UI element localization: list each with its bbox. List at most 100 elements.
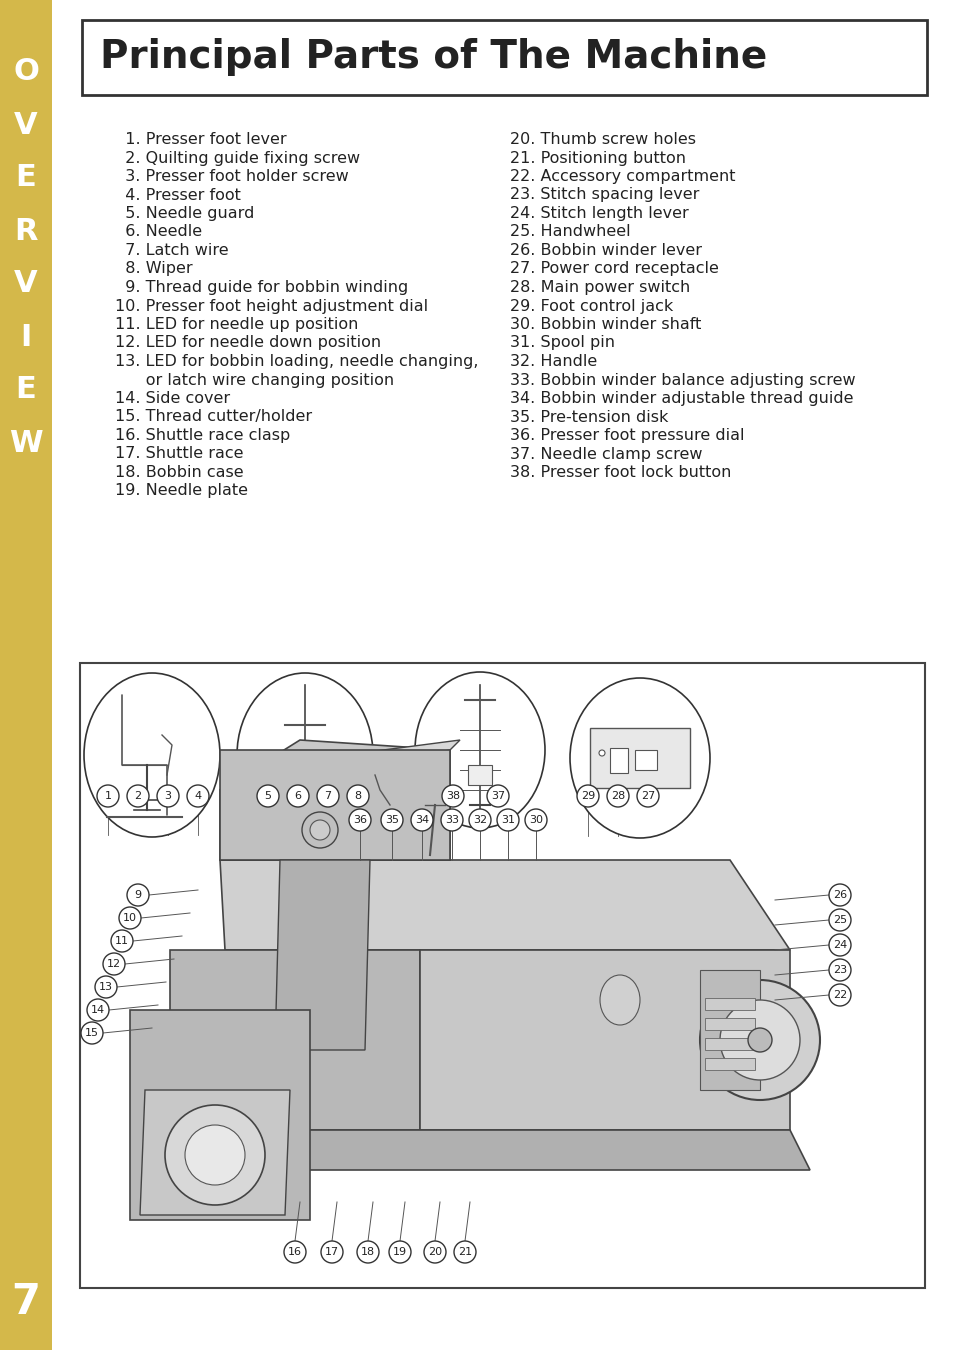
Circle shape: [287, 784, 309, 807]
Circle shape: [185, 1125, 245, 1185]
Bar: [609, 748, 627, 774]
Text: 11: 11: [115, 936, 129, 946]
Text: 7: 7: [11, 1281, 40, 1323]
Text: 1. Presser foot lever: 1. Presser foot lever: [115, 132, 286, 147]
Circle shape: [127, 884, 149, 906]
Polygon shape: [220, 740, 450, 860]
Circle shape: [389, 1241, 411, 1264]
Text: 27. Power cord receptacle: 27. Power cord receptacle: [510, 262, 719, 277]
Circle shape: [700, 980, 820, 1100]
Text: 12. LED for needle down position: 12. LED for needle down position: [115, 336, 381, 351]
Text: 5. Needle guard: 5. Needle guard: [115, 207, 254, 221]
Text: 33: 33: [444, 815, 458, 825]
Circle shape: [87, 999, 109, 1021]
Text: 21: 21: [457, 1247, 472, 1257]
Text: 3. Presser foot holder screw: 3. Presser foot holder screw: [115, 169, 349, 184]
Text: 9: 9: [134, 890, 141, 900]
Text: or latch wire changing position: or latch wire changing position: [115, 373, 394, 387]
Text: 7: 7: [324, 791, 332, 801]
Text: 25: 25: [832, 915, 846, 925]
Text: 25. Handwheel: 25. Handwheel: [510, 224, 630, 239]
Text: Principal Parts of The Machine: Principal Parts of The Machine: [100, 39, 766, 77]
Polygon shape: [140, 1089, 290, 1215]
Text: 5: 5: [264, 791, 272, 801]
Text: I: I: [20, 323, 31, 351]
Ellipse shape: [236, 674, 373, 837]
Circle shape: [577, 784, 598, 807]
Text: E: E: [15, 375, 36, 405]
Circle shape: [103, 953, 125, 975]
Polygon shape: [274, 860, 370, 1050]
Bar: [704, 998, 754, 1010]
Text: W: W: [10, 428, 43, 458]
Circle shape: [720, 1000, 800, 1080]
Text: 27: 27: [640, 791, 655, 801]
Circle shape: [157, 784, 179, 807]
Circle shape: [320, 1241, 343, 1264]
Bar: [0, 0, 52, 1350]
Circle shape: [310, 819, 330, 840]
Text: 16. Shuttle race clasp: 16. Shuttle race clasp: [115, 428, 290, 443]
Text: 24. Stitch length lever: 24. Stitch length lever: [510, 207, 688, 221]
Text: 32: 32: [473, 815, 487, 825]
Text: 13: 13: [99, 981, 112, 992]
Polygon shape: [130, 1010, 310, 1220]
Text: 9. Thread guide for bobbin winding: 9. Thread guide for bobbin winding: [115, 279, 408, 296]
Polygon shape: [220, 751, 450, 860]
Text: 10: 10: [123, 913, 137, 923]
Text: 12: 12: [107, 958, 121, 969]
Circle shape: [349, 809, 371, 832]
Text: 34: 34: [415, 815, 429, 825]
Circle shape: [95, 976, 117, 998]
Bar: [468, 765, 492, 784]
Circle shape: [828, 934, 850, 956]
Text: 26: 26: [832, 890, 846, 900]
Bar: [635, 751, 657, 769]
Text: 16: 16: [288, 1247, 302, 1257]
Bar: [700, 971, 760, 1089]
Polygon shape: [170, 1130, 809, 1170]
Text: R: R: [14, 216, 38, 246]
Text: 22: 22: [832, 990, 846, 1000]
Circle shape: [187, 784, 209, 807]
Circle shape: [284, 1241, 306, 1264]
Polygon shape: [220, 740, 459, 790]
Text: 21. Positioning button: 21. Positioning button: [510, 150, 685, 166]
Text: 28: 28: [610, 791, 624, 801]
Text: 28. Main power switch: 28. Main power switch: [510, 279, 690, 296]
Text: 4: 4: [194, 791, 201, 801]
Text: 8. Wiper: 8. Wiper: [115, 262, 193, 277]
Circle shape: [637, 784, 659, 807]
Circle shape: [127, 784, 149, 807]
Circle shape: [302, 811, 337, 848]
Text: 6. Needle: 6. Needle: [115, 224, 202, 239]
Circle shape: [81, 1022, 103, 1044]
Circle shape: [256, 784, 278, 807]
Text: 34. Bobbin winder adjustable thread guide: 34. Bobbin winder adjustable thread guid…: [510, 392, 853, 406]
Circle shape: [606, 784, 628, 807]
Ellipse shape: [415, 672, 544, 828]
Text: 29. Foot control jack: 29. Foot control jack: [510, 298, 673, 313]
Text: 33. Bobbin winder balance adjusting screw: 33. Bobbin winder balance adjusting scre…: [510, 373, 855, 387]
Circle shape: [380, 809, 402, 832]
Text: 29: 29: [580, 791, 595, 801]
Text: 4. Presser foot: 4. Presser foot: [115, 188, 240, 202]
Text: 2: 2: [134, 791, 141, 801]
Text: 10. Presser foot height adjustment dial: 10. Presser foot height adjustment dial: [115, 298, 428, 313]
Text: 14: 14: [91, 1004, 105, 1015]
Ellipse shape: [84, 674, 220, 837]
Bar: [704, 1058, 754, 1071]
Text: 13. LED for bobbin loading, needle changing,: 13. LED for bobbin loading, needle chang…: [115, 354, 478, 369]
Circle shape: [598, 751, 604, 756]
Bar: [82, 20, 926, 95]
Circle shape: [165, 1106, 265, 1206]
Text: 3: 3: [164, 791, 172, 801]
Ellipse shape: [569, 678, 709, 838]
Text: 32. Handle: 32. Handle: [510, 354, 597, 369]
Circle shape: [524, 809, 546, 832]
Text: 23. Stitch spacing lever: 23. Stitch spacing lever: [510, 188, 699, 202]
Text: 1: 1: [105, 791, 112, 801]
Text: 38. Presser foot lock button: 38. Presser foot lock button: [510, 464, 731, 481]
Circle shape: [828, 909, 850, 931]
Text: 19: 19: [393, 1247, 407, 1257]
